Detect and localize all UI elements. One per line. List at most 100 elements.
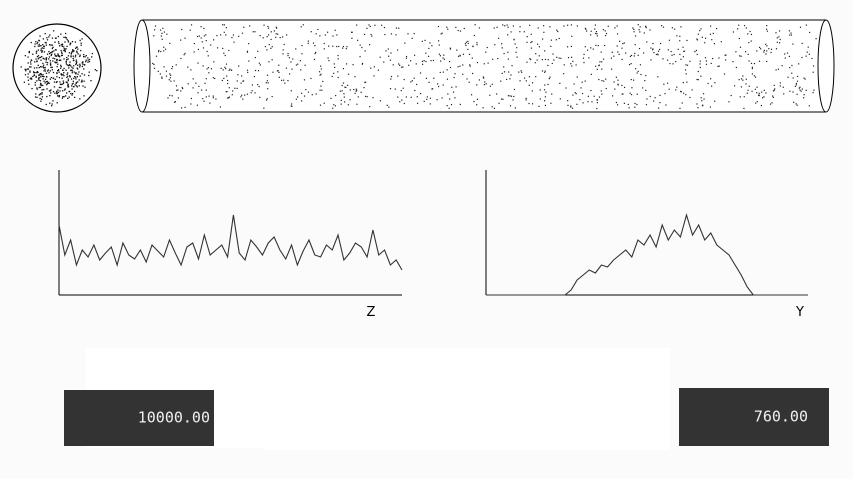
particle — [566, 46, 569, 48]
particle — [714, 100, 716, 102]
particle — [640, 73, 642, 76]
particle — [271, 95, 273, 98]
particle — [320, 73, 322, 75]
particle — [414, 89, 416, 92]
particle — [34, 45, 36, 48]
particle — [45, 57, 47, 59]
particle — [530, 47, 533, 49]
particle — [324, 34, 326, 36]
particle — [152, 62, 154, 65]
particle — [646, 98, 648, 100]
particle — [660, 42, 662, 45]
particle — [740, 86, 743, 88]
particle — [667, 59, 669, 61]
particle — [307, 91, 310, 93]
particle — [224, 54, 226, 57]
particle — [50, 89, 52, 91]
particle — [43, 47, 45, 50]
particle — [282, 36, 284, 38]
particle — [268, 44, 270, 46]
particle — [66, 81, 68, 84]
particle — [704, 57, 707, 59]
particle — [319, 89, 321, 91]
particle — [67, 39, 69, 42]
particle — [776, 37, 778, 39]
particle — [634, 106, 636, 108]
particle — [373, 66, 375, 68]
particle — [79, 98, 81, 100]
particle — [37, 64, 39, 66]
particle — [425, 60, 427, 63]
particle — [42, 66, 45, 68]
particle — [71, 70, 74, 72]
particle — [650, 47, 652, 49]
particle — [251, 84, 254, 86]
particle — [61, 83, 63, 86]
particle — [747, 89, 749, 91]
particle — [28, 51, 30, 53]
particle — [206, 50, 208, 53]
particle — [169, 42, 171, 44]
particle — [516, 56, 518, 58]
particle — [649, 95, 651, 98]
particle — [803, 94, 805, 96]
particle — [73, 90, 76, 93]
particle — [270, 47, 272, 49]
particle — [425, 77, 428, 79]
particle — [278, 64, 280, 66]
particle — [57, 68, 60, 71]
readout-box — [679, 388, 829, 446]
particle — [531, 41, 533, 43]
particle — [507, 95, 509, 97]
particle — [349, 89, 351, 91]
particle — [287, 80, 289, 82]
particle — [503, 66, 505, 68]
particle — [345, 48, 347, 50]
particle — [629, 55, 632, 57]
particle — [570, 24, 573, 26]
particle — [613, 55, 615, 57]
particle — [88, 74, 90, 77]
particle — [550, 39, 552, 41]
particle — [51, 50, 53, 53]
particle — [645, 27, 647, 29]
particle — [39, 93, 41, 96]
particle — [502, 98, 504, 100]
particle — [369, 25, 371, 28]
particle — [514, 107, 516, 109]
particle — [61, 77, 63, 79]
particle — [27, 73, 29, 75]
particle — [58, 76, 61, 79]
particle — [187, 83, 189, 85]
particle — [34, 61, 36, 63]
particle — [180, 90, 182, 92]
particle — [170, 74, 172, 76]
particle — [621, 47, 623, 49]
particle — [74, 76, 77, 78]
particle — [622, 42, 624, 45]
particle — [56, 65, 58, 68]
particle — [614, 88, 616, 90]
particle — [71, 92, 74, 95]
particle — [812, 92, 814, 94]
particle — [507, 34, 509, 36]
particle — [313, 58, 316, 60]
particle — [707, 82, 709, 85]
particle — [50, 54, 52, 57]
particle — [645, 104, 648, 106]
particle — [384, 33, 386, 36]
particle — [160, 35, 162, 37]
particle — [64, 48, 66, 50]
particle — [762, 97, 764, 99]
particle — [52, 57, 54, 59]
particle — [770, 51, 772, 54]
particle — [579, 99, 581, 101]
particle — [43, 88, 45, 91]
particle — [205, 78, 207, 80]
particle — [408, 64, 410, 66]
particle — [64, 32, 67, 35]
particle — [525, 99, 527, 101]
tube-end — [817, 19, 835, 113]
particle — [319, 35, 321, 37]
particle — [607, 25, 609, 27]
